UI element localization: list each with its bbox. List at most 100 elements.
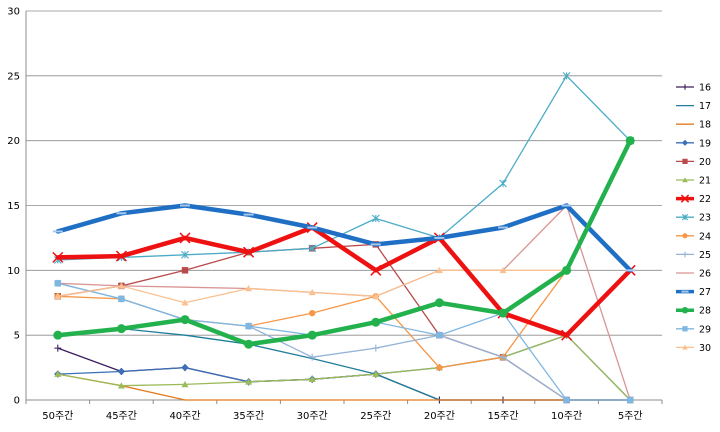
series-marker	[52, 251, 64, 263]
legend-label: 22	[699, 194, 711, 205]
series-marker	[499, 266, 507, 274]
series-18	[57, 373, 631, 401]
series-30	[54, 137, 634, 306]
series-16	[54, 344, 634, 404]
legend-item: 23	[676, 213, 711, 224]
x-tick-label: 40주간	[169, 410, 200, 422]
series-marker	[682, 326, 688, 332]
series-line	[57, 328, 631, 401]
series-marker	[436, 331, 443, 339]
series-marker	[308, 375, 316, 383]
series-28	[53, 136, 635, 349]
series-marker	[680, 194, 690, 203]
series-marker	[244, 339, 254, 349]
series-line	[55, 138, 633, 347]
legend: 16 17 18 19 20 21 22 23 24 25 26 27 28 29 30	[676, 83, 711, 354]
legend-label: 27	[699, 287, 711, 298]
legend-item: 29	[676, 324, 711, 335]
series-marker	[371, 317, 381, 327]
legend-label: 23	[699, 213, 711, 224]
x-tick-label: 5주간	[618, 410, 643, 422]
series-marker	[118, 295, 125, 303]
series-marker	[499, 353, 507, 361]
series-marker	[54, 280, 62, 287]
series-marker	[117, 382, 125, 389]
series-marker	[371, 214, 380, 223]
series-marker	[561, 329, 573, 341]
series-marker	[245, 378, 253, 385]
series-line	[55, 203, 633, 273]
series-line	[57, 334, 631, 401]
legend-label: 19	[699, 138, 711, 149]
x-tick-label: 35주간	[233, 410, 264, 422]
series-17	[57, 328, 631, 401]
y-tick-label: 25	[7, 71, 20, 82]
series-marker	[54, 292, 62, 300]
series-marker	[498, 308, 508, 318]
series-marker	[307, 330, 317, 340]
x-tick-label: 30주간	[297, 410, 328, 422]
legend-label: 16	[699, 83, 711, 94]
series-marker	[181, 380, 189, 388]
series-27	[52, 203, 636, 273]
series-marker	[682, 251, 688, 258]
series-marker	[180, 315, 190, 325]
series-marker	[372, 370, 380, 377]
y-tick-label: 30	[7, 7, 20, 18]
series-line	[57, 140, 631, 369]
legend-item: 17	[676, 101, 711, 112]
series-line	[55, 225, 633, 338]
y-tick-label: 15	[7, 201, 20, 212]
series-marker	[682, 84, 688, 90]
series-marker	[54, 370, 62, 377]
series-marker	[681, 214, 689, 221]
legend-label: 20	[699, 157, 711, 168]
series-20	[54, 241, 634, 404]
gridlines	[26, 10, 662, 401]
y-tick-label: 5	[14, 331, 20, 342]
series-marker	[626, 396, 634, 404]
series-marker	[681, 139, 689, 146]
series-marker	[681, 306, 689, 314]
series-line	[57, 140, 631, 304]
series-marker	[181, 363, 189, 372]
legend-item: 27	[676, 287, 711, 298]
series-marker	[370, 264, 382, 276]
series-marker	[116, 324, 126, 334]
series-marker	[434, 298, 444, 308]
series-marker	[245, 322, 252, 330]
series-marker	[682, 344, 688, 350]
series-marker	[243, 246, 255, 258]
series-marker	[245, 284, 253, 292]
series-marker	[436, 364, 443, 371]
series-marker	[682, 158, 688, 165]
series-marker	[309, 309, 316, 317]
series-marker	[181, 250, 189, 259]
legend-item: 25	[676, 250, 711, 261]
legend-label: 29	[699, 324, 711, 335]
x-tick-label: 20주간	[424, 410, 455, 422]
legend-item: 21	[676, 176, 711, 187]
series-marker	[181, 299, 189, 306]
legend-item: 22	[676, 194, 711, 205]
legend-label: 26	[699, 269, 711, 280]
legend-item: 20	[676, 157, 711, 168]
series-marker	[499, 179, 507, 188]
series-lines	[52, 71, 636, 404]
legend-label: 21	[699, 176, 711, 187]
x-tick-label: 10주간	[551, 410, 582, 422]
series-line	[57, 373, 631, 401]
legend-label: 28	[699, 306, 711, 317]
legend-label: 30	[699, 343, 711, 354]
series-marker	[308, 353, 316, 361]
series-24	[54, 137, 634, 371]
legend-item: 16	[676, 83, 711, 94]
series-line	[57, 347, 631, 401]
series-marker	[372, 292, 380, 300]
series-marker	[53, 330, 63, 340]
series-marker	[117, 367, 126, 376]
y-tick-label: 0	[14, 396, 20, 407]
legend-item: 19	[676, 138, 711, 149]
series-marker	[682, 233, 688, 239]
